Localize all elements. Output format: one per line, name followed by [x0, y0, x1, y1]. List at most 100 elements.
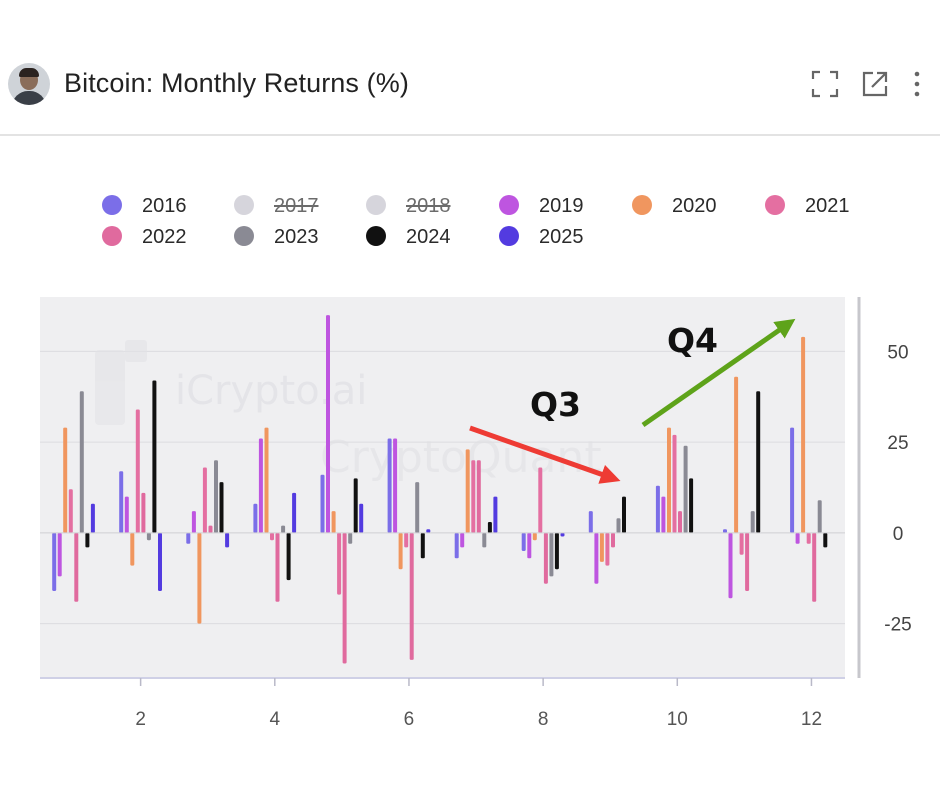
bar-2022-m11[interactable]: [745, 532, 750, 591]
bar-2023-m7[interactable]: [482, 532, 487, 548]
bar-2023-m2[interactable]: [146, 532, 151, 541]
bar-2025-m7[interactable]: [493, 496, 498, 533]
bar-2023-m6[interactable]: [415, 482, 420, 533]
more-vertical-icon[interactable]: [910, 70, 924, 98]
bar-2023-m3[interactable]: [214, 460, 218, 533]
bar-2022-m2[interactable]: [141, 492, 146, 533]
bar-2022-m5[interactable]: [342, 532, 347, 664]
bar-2023-m5[interactable]: [348, 532, 353, 544]
bar-2022-m12[interactable]: [812, 532, 817, 602]
bar-2025-m8[interactable]: [560, 532, 565, 537]
bar-2021-m12[interactable]: [806, 532, 811, 544]
bar-2019-m3[interactable]: [191, 511, 196, 533]
bar-2021-m7[interactable]: [471, 460, 476, 533]
x-tick-label: 4: [270, 709, 281, 730]
bar-2016-m12[interactable]: [790, 427, 795, 533]
bar-2020-m1[interactable]: [63, 427, 68, 533]
bar-2025-m4[interactable]: [292, 492, 297, 533]
bar-2023-m9[interactable]: [616, 518, 621, 533]
bar-2016-m9[interactable]: [588, 511, 593, 533]
bar-2021-m1[interactable]: [68, 489, 73, 533]
bar-2016-m8[interactable]: [521, 532, 526, 551]
bar-2019-m10[interactable]: [661, 496, 666, 533]
bar-2024-m2[interactable]: [152, 380, 157, 533]
bar-2019-m11[interactable]: [728, 532, 733, 599]
bar-2022-m3[interactable]: [208, 525, 213, 533]
legend-label: 2018: [406, 195, 451, 217]
bar-2019-m6[interactable]: [393, 438, 398, 533]
bar-2021-m10[interactable]: [672, 434, 677, 533]
bar-2016-m1[interactable]: [52, 532, 57, 591]
bar-2019-m5[interactable]: [326, 315, 330, 533]
bar-2023-m12[interactable]: [817, 500, 822, 533]
bar-2016-m10[interactable]: [655, 485, 660, 533]
bar-2019-m12[interactable]: [795, 532, 800, 544]
bar-2024-m8[interactable]: [554, 532, 559, 570]
y-tick-label: 50: [887, 342, 908, 363]
bar-2021-m3[interactable]: [202, 467, 207, 533]
bar-2021-m4[interactable]: [270, 532, 274, 541]
bar-2023-m8[interactable]: [549, 532, 554, 577]
bar-2016-m2[interactable]: [119, 471, 124, 533]
bar-2025-m6[interactable]: [426, 529, 431, 533]
bar-2023-m11[interactable]: [750, 511, 755, 533]
bar-2019-m9[interactable]: [594, 532, 599, 584]
bar-2016-m6[interactable]: [387, 438, 392, 533]
bar-2020-m3[interactable]: [197, 532, 202, 624]
bar-2024-m6[interactable]: [420, 532, 425, 559]
bar-2025-m5[interactable]: [359, 503, 364, 533]
bar-2024-m12[interactable]: [823, 532, 828, 548]
bar-2022-m8[interactable]: [543, 532, 548, 584]
bar-2024-m7[interactable]: [487, 522, 492, 533]
bar-2025-m3[interactable]: [225, 532, 230, 548]
bar-2020-m10[interactable]: [667, 427, 671, 533]
bar-2016-m3[interactable]: [186, 532, 191, 544]
bar-2020-m4[interactable]: [264, 427, 269, 533]
bar-2020-m12[interactable]: [801, 336, 806, 533]
bar-2022-m9[interactable]: [611, 532, 615, 548]
bar-2020-m2[interactable]: [130, 532, 135, 566]
bar-2019-m7[interactable]: [460, 532, 465, 548]
bar-2019-m8[interactable]: [527, 532, 532, 559]
bar-2020-m11[interactable]: [734, 376, 739, 533]
bar-2019-m1[interactable]: [57, 532, 62, 577]
bar-2022-m10[interactable]: [678, 511, 682, 533]
bar-2024-m4[interactable]: [286, 532, 291, 581]
bar-2023-m10[interactable]: [683, 445, 688, 533]
bar-2023-m1[interactable]: [79, 391, 84, 533]
bar-2021-m6[interactable]: [404, 532, 409, 548]
bar-2022-m4[interactable]: [275, 532, 280, 602]
bar-2024-m10[interactable]: [689, 478, 694, 533]
bar-2025-m2[interactable]: [158, 532, 162, 591]
bar-2019-m2[interactable]: [124, 496, 129, 533]
bar-2024-m9[interactable]: [622, 496, 626, 533]
bar-2020-m9[interactable]: [599, 532, 604, 562]
bar-2020-m6[interactable]: [398, 532, 403, 570]
bar-2016-m4[interactable]: [253, 503, 258, 533]
bar-2022-m1[interactable]: [74, 532, 79, 602]
bar-2021-m5[interactable]: [337, 532, 342, 595]
avatar[interactable]: [8, 63, 50, 105]
external-link-icon[interactable]: [861, 70, 889, 98]
bar-2020-m8[interactable]: [532, 532, 537, 541]
bar-2024-m11[interactable]: [756, 391, 761, 533]
bar-2020-m5[interactable]: [331, 511, 336, 533]
bar-2024-m1[interactable]: [85, 532, 90, 548]
bar-2024-m3[interactable]: [219, 482, 224, 533]
bar-2019-m4[interactable]: [258, 438, 263, 533]
bar-2021-m11[interactable]: [739, 532, 744, 555]
bar-2022-m7[interactable]: [476, 460, 481, 533]
bar-2016-m11[interactable]: [723, 529, 727, 533]
bar-2025-m1[interactable]: [90, 503, 95, 533]
watermark-logo-bar: [95, 350, 125, 425]
bar-2016-m5[interactable]: [320, 474, 325, 533]
bar-2022-m6[interactable]: [409, 532, 414, 660]
bar-2024-m5[interactable]: [353, 478, 358, 533]
bar-2023-m4[interactable]: [281, 525, 286, 533]
bar-2016-m7[interactable]: [454, 532, 459, 559]
bar-2021-m9[interactable]: [605, 532, 610, 566]
bar-2021-m8[interactable]: [538, 467, 543, 533]
fullscreen-icon[interactable]: [811, 70, 839, 98]
bar-2021-m2[interactable]: [135, 409, 140, 533]
bar-2020-m7[interactable]: [465, 449, 470, 533]
